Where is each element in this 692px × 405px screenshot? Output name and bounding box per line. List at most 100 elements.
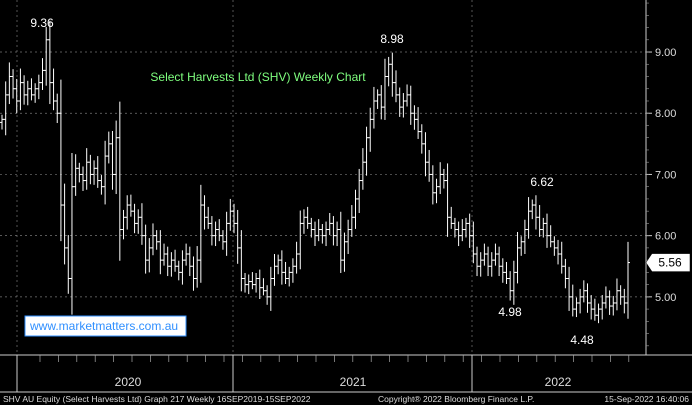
ohlc-bar (563, 258, 568, 289)
ohlc-bar (530, 199, 535, 220)
ohlc-bar (51, 68, 56, 111)
ohlc-bar (316, 219, 321, 242)
ohlc-bar (106, 131, 111, 164)
ohlc-bar (47, 20, 52, 105)
ohlc-bar (364, 126, 369, 176)
ohlc-bar (614, 278, 619, 311)
y-axis-ticks: 5.00 6.00 7.00 8.00 9.00 (646, 2, 676, 347)
ohlc-bar (394, 70, 399, 103)
ohlc-bar (62, 183, 67, 265)
ohlc-bar (438, 162, 443, 195)
ohlc-bar (228, 198, 233, 231)
ohlc-bar (257, 269, 262, 299)
watermark-box (24, 315, 187, 337)
ohlc-bar (114, 120, 119, 195)
ohlc-bar (254, 272, 259, 293)
ohlc-bar (294, 241, 299, 274)
ohlc-bar (99, 175, 104, 195)
ohlc-bar (184, 243, 189, 266)
ohlc-bar (357, 168, 362, 213)
ohlc-bar (279, 250, 284, 285)
last-price-marker (645, 253, 691, 272)
y-tick-label: 8.00 (655, 108, 676, 120)
ohlc-bar (441, 168, 446, 189)
ohlc-bar (246, 274, 251, 295)
ohlc-bar (136, 209, 141, 234)
ohlc-bar (92, 160, 97, 185)
ohlc-bar (213, 221, 218, 247)
ohlc-bar (386, 56, 391, 87)
y-tick-label: 5.00 (655, 292, 676, 304)
ohlc-bar (139, 203, 144, 245)
ohlc-bar (117, 101, 122, 261)
ohlc-bar (195, 246, 200, 288)
watermark: www.marketmatters.com.au (24, 315, 187, 337)
ohlc-bar (88, 154, 93, 185)
ohlc-bar (217, 219, 222, 242)
ohlc-bar (618, 285, 623, 305)
ohlc-bar (456, 221, 461, 247)
ohlc-bar (559, 241, 564, 274)
ohlc-bar (544, 213, 549, 248)
ohlc-bar (220, 230, 225, 250)
footer-copyright: Copyright® 2022 Bloomberg Finance L.P. (378, 394, 534, 404)
ohlc-bar (353, 189, 358, 229)
ohlc-bar (434, 178, 439, 204)
ohlc-bar (537, 205, 542, 237)
ohlc-bar (276, 254, 281, 275)
ohlc-bar (533, 195, 538, 230)
ohlc-bar (589, 295, 594, 320)
ohlc-bar (44, 26, 49, 86)
ohlc-bar (497, 246, 502, 277)
ohlc-bar (423, 132, 428, 177)
ohlc-bar (143, 224, 148, 274)
ohlc-bar (379, 85, 384, 120)
ohlc-bar (346, 219, 351, 255)
ohlc-bar (445, 163, 450, 237)
ohlc-bar (169, 252, 174, 277)
ohlc-bar (611, 295, 616, 316)
last-price-label: 5.56 (658, 256, 682, 270)
y-tick-label: 7.00 (655, 169, 676, 181)
ohlc-bar (55, 93, 60, 124)
ohlc-bar (416, 107, 421, 139)
ohlc-bar (58, 79, 63, 242)
ohlc-bar (7, 62, 12, 105)
ohlc-bar (471, 221, 476, 264)
ohlc-bar (419, 124, 424, 154)
ohlc-bar (331, 216, 336, 246)
ohlc-bar (202, 195, 207, 230)
ohlc-bar (482, 243, 487, 266)
ohlc-bar (313, 221, 317, 247)
ohlc-bar (360, 148, 365, 190)
ohlc-bar (125, 195, 130, 230)
ohlc-bar (250, 272, 255, 290)
ohlc-bar (309, 217, 314, 238)
ohlc-bar (511, 260, 516, 305)
ohlc-bar (18, 68, 23, 111)
ohlc-bar (622, 288, 627, 314)
ohlc-bar (556, 239, 561, 265)
x-year-label: 2021 (340, 375, 367, 389)
ohlc-bar (77, 162, 82, 183)
ohlc-bar (320, 224, 325, 244)
x-axis: 2020 2021 2022 (16, 355, 630, 392)
price-annotations: 9.36 8.98 6.62 4.98 4.48 (30, 16, 594, 347)
ohlc-bar (460, 219, 465, 242)
ohlc-bar (401, 93, 406, 118)
ohlc-bar (162, 243, 167, 266)
ohlc-bar (224, 211, 229, 256)
price-annotation: 6.62 (530, 175, 554, 189)
ohlc-bar (110, 130, 115, 190)
ohlc-bar (22, 75, 27, 105)
ohlc-bar (526, 197, 531, 239)
ohlc-bar (500, 258, 505, 283)
ohlc-bar (283, 261, 288, 284)
ohlc-bar (581, 280, 586, 303)
ohlc-bar (128, 194, 133, 217)
ohlc-bar (173, 249, 178, 272)
ohlc-bar (375, 89, 380, 109)
x-year-label: 2022 (545, 375, 572, 389)
